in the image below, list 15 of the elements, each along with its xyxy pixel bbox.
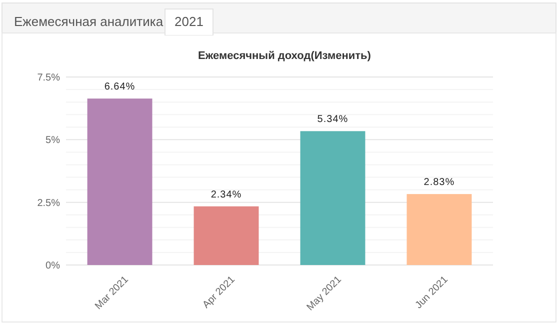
y-tick-label: 5%: [46, 135, 60, 146]
data-label: 5.34%: [317, 114, 348, 126]
bar: [194, 206, 259, 265]
y-tick-label: 7.5%: [37, 72, 60, 84]
data-label: 2.83%: [424, 177, 455, 188]
bar: [406, 194, 472, 265]
chart-title: Ежемесячный доход(Изменить): [198, 50, 372, 62]
y-tick-label: 2.5%: [37, 198, 60, 209]
bar: [87, 98, 152, 265]
bar: [300, 131, 366, 265]
y-tick-label: 0%: [46, 260, 60, 272]
text: 2021: [174, 14, 204, 29]
data-label: 6.64%: [104, 82, 136, 93]
data-label: 2.34%: [210, 189, 242, 200]
text: Ежемесячная аналитика: [14, 14, 164, 29]
